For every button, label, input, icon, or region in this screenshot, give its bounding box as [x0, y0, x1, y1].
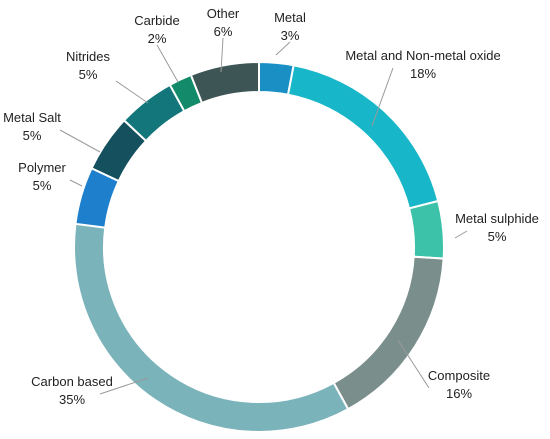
- slice-value-label-composite: 16%: [446, 386, 472, 401]
- slice-value-label-nitrides: 5%: [79, 67, 98, 82]
- slice-value-label-metal-and-non-metal-oxide: 18%: [410, 66, 436, 81]
- leader-line-metal: [275, 41, 291, 56]
- leader-line-carbon-based: [99, 377, 149, 395]
- slice-value-label-metal: 3%: [281, 28, 300, 43]
- slice-other: [189, 60, 260, 105]
- slice-value-label-other: 6%: [214, 24, 233, 39]
- slice-label-carbide: Carbide: [134, 13, 180, 28]
- slice-label-nitrides: Nitrides: [66, 49, 111, 64]
- slice-label-metal-sulphide: Metal sulphide: [455, 211, 539, 226]
- leader-line-carbide: [156, 44, 179, 83]
- leader-line-nitrides: [115, 80, 149, 104]
- slice-label-other: Other: [207, 6, 240, 21]
- slice-label-polymer: Polymer: [18, 160, 66, 175]
- leader-line-polymer: [69, 179, 83, 187]
- leader-line-composite: [397, 339, 430, 389]
- slice-metal-and-non-metal-oxide: [286, 64, 440, 210]
- leader-line-metal-salt: [59, 129, 101, 153]
- slice-label-metal-salt: Metal Salt: [3, 110, 61, 125]
- slice-composite: [332, 255, 445, 411]
- leader-line-metal-and-non-metal-oxide: [371, 67, 394, 127]
- donut-slices: [73, 60, 445, 433]
- slice-value-label-carbide: 2%: [148, 31, 167, 46]
- slice-value-label-polymer: 5%: [33, 178, 52, 193]
- leader-lines: [59, 37, 468, 395]
- slice-value-label-metal-salt: 5%: [23, 128, 42, 143]
- slice-label-carbon-based: Carbon based: [31, 374, 113, 389]
- slice-label-metal: Metal: [274, 10, 306, 25]
- slice-labels: Metal 3% Metal and Non-metal oxide 18% Metal…: [3, 6, 539, 407]
- leader-line-metal-sulphide: [454, 230, 468, 239]
- slice-label-composite: Composite: [428, 368, 490, 383]
- slice-metal-sulphide: [407, 199, 445, 260]
- slice-value-label-carbon-based: 35%: [59, 392, 85, 407]
- slice-value-label-metal-sulphide: 5%: [488, 229, 507, 244]
- slice-label-metal-and-non-metal-oxide: Metal and Non-metal oxide: [345, 48, 500, 63]
- slice-carbon-based: [73, 222, 350, 433]
- leader-line-other: [220, 37, 224, 73]
